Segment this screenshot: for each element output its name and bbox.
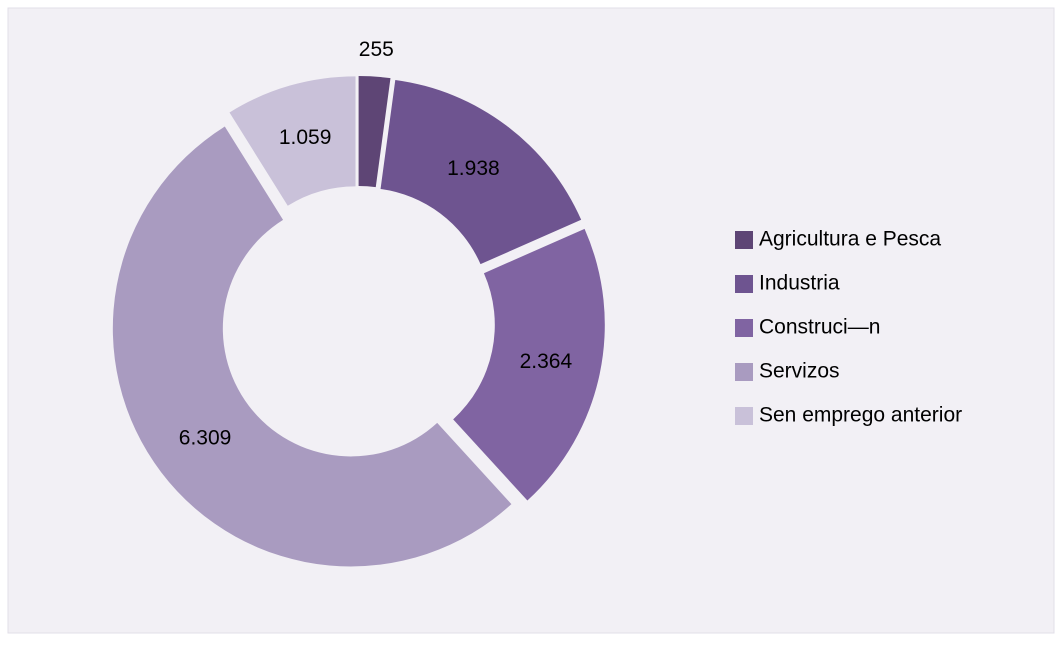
data-label: 1.938 [447, 157, 500, 180]
donut-slice [229, 76, 356, 206]
data-label: 1.059 [279, 126, 332, 149]
legend-swatch [735, 275, 753, 293]
legend-label: Sen emprego anterior [759, 404, 962, 427]
legend-swatch [735, 363, 753, 381]
legend-label: Servizos [759, 360, 840, 383]
legend-swatch [735, 231, 753, 249]
data-label: 255 [359, 38, 394, 61]
legend-swatch [735, 319, 753, 337]
legend-label: Industria [759, 272, 840, 295]
legend-label: Construci—n [759, 316, 880, 339]
legend-swatch [735, 407, 753, 425]
data-label: 2.364 [520, 350, 573, 373]
donut-slice [112, 126, 512, 567]
legend-label: Agricultura e Pesca [759, 228, 941, 251]
donut-slice [358, 76, 391, 188]
data-label: 6.309 [179, 427, 232, 450]
donut-slice [380, 79, 582, 265]
donut-slice [453, 228, 605, 501]
